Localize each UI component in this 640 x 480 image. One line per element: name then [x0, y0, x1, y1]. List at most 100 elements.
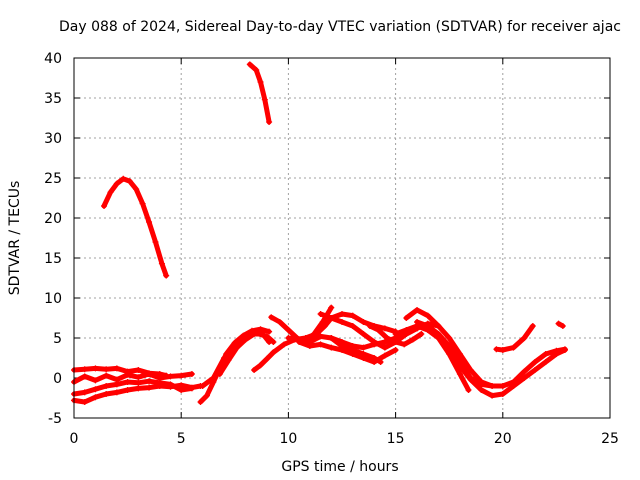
data-point: [401, 341, 408, 348]
data-point: [146, 378, 153, 385]
data-point: [317, 311, 324, 317]
y-tick-label: 35: [44, 91, 62, 107]
data-point: [246, 61, 253, 68]
y-tick-label: 10: [44, 291, 62, 307]
data-point: [210, 375, 217, 381]
y-tick-label: 5: [53, 331, 62, 347]
data-point: [81, 399, 88, 405]
data-point: [446, 335, 453, 341]
data-point: [276, 319, 283, 325]
x-tick-label: 10: [279, 431, 297, 447]
data-point: [414, 319, 421, 325]
y-tick-labels: -5 0 5 10 15 20 25 30 35 40: [44, 51, 62, 427]
series-arc-18: [392, 323, 568, 399]
y-tick-label: 40: [44, 51, 62, 67]
data-point: [319, 319, 326, 325]
data-point: [81, 366, 88, 373]
data-point: [542, 359, 549, 365]
x-axis-label: GPS time / hours: [281, 459, 398, 475]
data-point: [92, 377, 99, 384]
data-point: [242, 336, 249, 343]
data-point: [120, 175, 127, 182]
data-point: [221, 355, 228, 361]
data-point: [371, 339, 378, 345]
data-point: [146, 371, 153, 377]
data-point: [163, 272, 170, 279]
data-point: [553, 347, 560, 354]
data-point: [339, 319, 345, 325]
data-point: [489, 392, 496, 399]
series-arc-22: [493, 323, 536, 353]
data-point: [446, 351, 453, 357]
data-point: [135, 367, 142, 373]
data-point: [403, 315, 410, 321]
data-point: [103, 383, 110, 389]
data-point: [414, 307, 421, 313]
data-point: [349, 323, 356, 329]
data-point: [81, 389, 88, 396]
series-arc-17: [366, 323, 425, 348]
series-arc-1: [101, 175, 170, 279]
series-arc-4: [71, 371, 195, 385]
data-point: [559, 323, 566, 329]
data-point: [328, 335, 335, 341]
data-point: [384, 335, 391, 341]
data-point: [124, 379, 131, 385]
data-point: [418, 331, 425, 337]
data-point: [203, 392, 210, 399]
data-point: [270, 349, 277, 356]
data-point: [424, 312, 431, 319]
x-tick-label: 20: [494, 431, 512, 447]
data-point: [113, 180, 120, 187]
data-point: [349, 347, 356, 353]
data-point: [257, 362, 264, 369]
data-point: [124, 387, 131, 393]
data-point: [285, 327, 292, 333]
data-point: [381, 325, 388, 332]
data-point: [360, 319, 367, 325]
data-point: [424, 323, 431, 329]
series-trace: [328, 335, 384, 365]
data-point: [375, 327, 382, 333]
data-point: [339, 311, 345, 317]
data-point: [403, 327, 410, 333]
data-point: [266, 328, 273, 335]
data-point: [371, 355, 378, 361]
data-point: [360, 344, 367, 351]
data-point: [392, 347, 399, 353]
data-point: [456, 371, 463, 377]
data-point: [133, 186, 140, 193]
data-point: [435, 323, 442, 329]
x-tick-labels: 0 5 10 15 20 25: [70, 431, 619, 447]
data-point: [317, 333, 324, 340]
data-point: [521, 368, 528, 375]
data-point: [107, 189, 114, 196]
data-point: [521, 375, 528, 381]
data-point: [251, 331, 258, 337]
data-point: [377, 359, 384, 365]
x-tick-label: 5: [177, 431, 186, 447]
data-point: [113, 389, 120, 396]
data-point: [146, 384, 153, 391]
y-tick-label: 25: [44, 171, 62, 187]
data-point: [113, 381, 120, 388]
data-point: [499, 391, 506, 397]
data-point: [199, 383, 206, 389]
data-point: [139, 200, 146, 207]
data-point: [311, 331, 318, 337]
x-tick-label: 25: [601, 431, 619, 447]
data-point: [392, 339, 399, 345]
x-tick-label: 0: [70, 431, 79, 447]
data-point: [259, 331, 266, 337]
data-point: [113, 365, 120, 372]
series-trace: [436, 335, 471, 393]
data-point: [178, 387, 185, 393]
data-point: [152, 239, 159, 245]
series-trace: [414, 319, 495, 389]
data-point: [349, 312, 356, 319]
data-point: [158, 260, 165, 267]
data-point: [101, 203, 108, 209]
data-series: [71, 61, 568, 405]
y-tick-label: 30: [44, 131, 62, 147]
